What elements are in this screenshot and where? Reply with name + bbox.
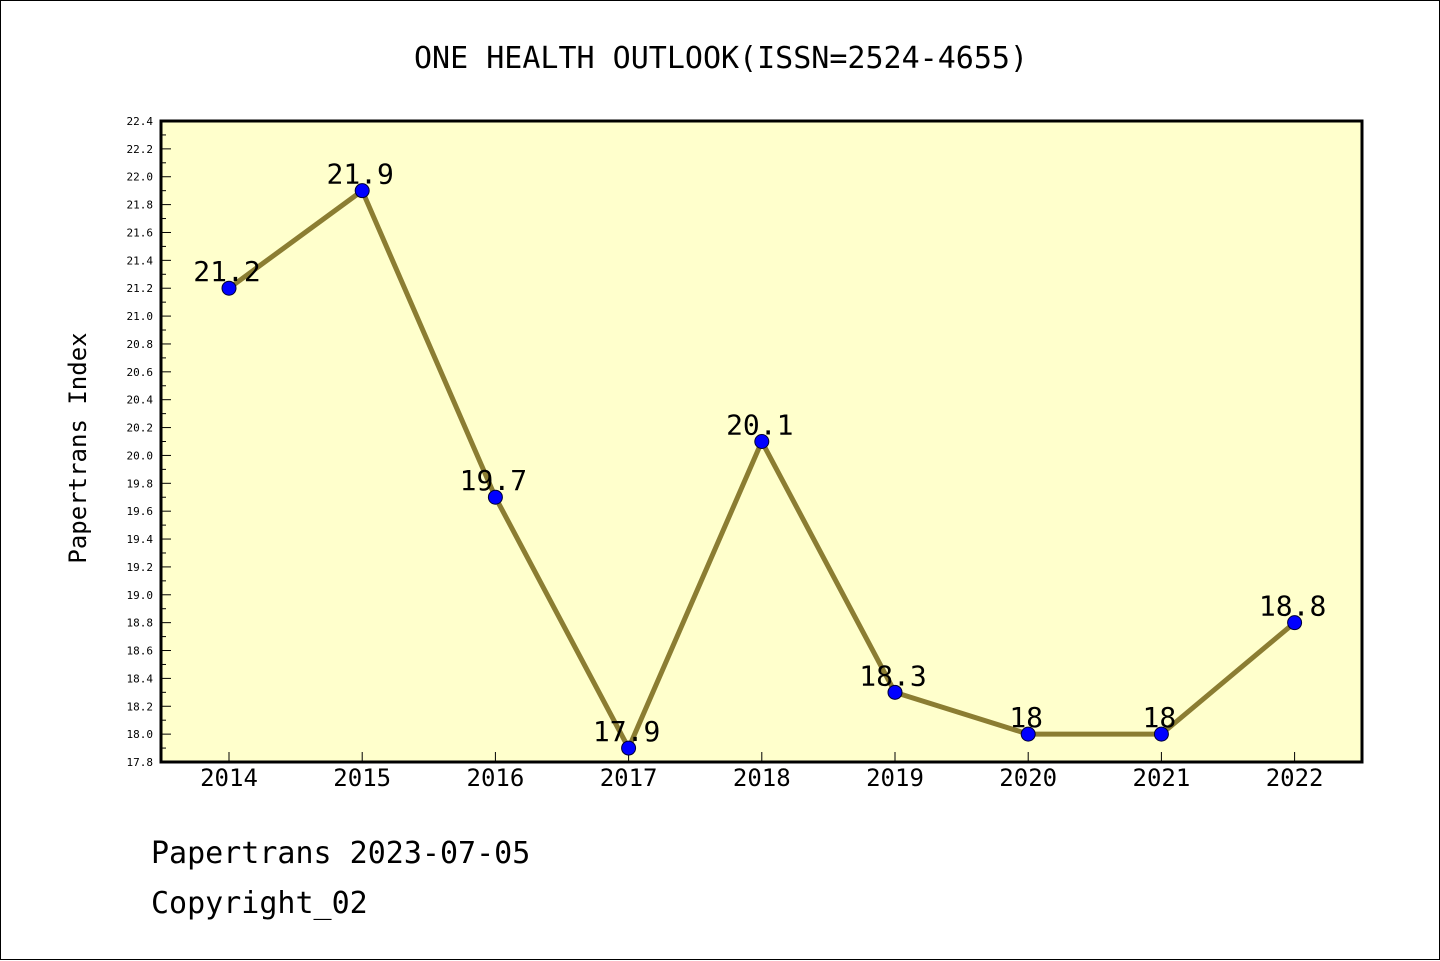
data-label: 18 xyxy=(1143,701,1177,734)
data-label: 18.8 xyxy=(1259,590,1326,623)
x-axis-ticks: 2014 2015 2016 2017 2018 2019 2020 2021 2022 xyxy=(200,752,1323,792)
y-tick-label: 20.0 xyxy=(127,449,154,462)
x-tick-label: 2018 xyxy=(733,764,791,792)
x-tick-label: 2016 xyxy=(467,764,525,792)
y-tick-label: 20.6 xyxy=(127,366,154,379)
plot-border xyxy=(159,119,1364,764)
x-tick-label: 2014 xyxy=(200,764,258,792)
y-tick-label: 18.0 xyxy=(127,728,154,741)
chart-title: ONE HEALTH OUTLOOK(ISSN=2524-4655) xyxy=(414,41,1028,76)
data-point xyxy=(887,684,903,700)
x-tick-label: 2020 xyxy=(999,764,1057,792)
data-label: 21.9 xyxy=(326,158,393,191)
data-label: 18 xyxy=(1009,701,1043,734)
y-tick-label: 22.2 xyxy=(127,143,154,156)
footer-copyright: Copyright_02 xyxy=(151,886,368,921)
data-label: 18.3 xyxy=(859,659,926,692)
y-tick-label: 20.2 xyxy=(127,422,154,435)
data-label: 21.2 xyxy=(193,255,260,288)
y-tick-label: 19.2 xyxy=(127,561,154,574)
y-tick-label: 22.0 xyxy=(127,171,154,184)
y-tick-label: 22.4 xyxy=(127,115,154,128)
data-label: 17.9 xyxy=(593,715,660,748)
footer-date: Papertrans 2023-07-05 xyxy=(151,836,531,871)
y-tick-label: 21.6 xyxy=(127,226,154,239)
y-tick-label: 19.6 xyxy=(127,505,154,518)
data-label: 20.1 xyxy=(726,409,793,442)
y-tick-label: 19.4 xyxy=(127,533,154,546)
y-tick-label: 18.6 xyxy=(127,645,154,658)
x-tick-label: 2017 xyxy=(600,764,658,792)
data-point xyxy=(1020,726,1036,742)
data-point xyxy=(354,183,370,199)
y-tick-label: 19.0 xyxy=(127,589,154,602)
data-point xyxy=(1287,615,1303,631)
y-axis-ticks: 17.8 18.0 18.2 18.4 18.6 18.8 19.0 19.2 19.4 19.6… xyxy=(127,115,171,769)
y-tick-label: 19.8 xyxy=(127,477,154,490)
x-tick-label: 2015 xyxy=(333,764,391,792)
data-point xyxy=(621,740,637,756)
y-tick-label: 18.2 xyxy=(127,700,154,713)
data-label: 19.7 xyxy=(460,464,527,497)
y-tick-label: 20.8 xyxy=(127,338,154,351)
y-tick-label: 18.8 xyxy=(127,617,154,630)
x-tick-label: 2022 xyxy=(1266,764,1324,792)
y-tick-label: 21.0 xyxy=(127,310,154,323)
y-axis-label: Papertrans Index xyxy=(64,332,92,563)
x-tick-label: 2021 xyxy=(1133,764,1191,792)
data-point xyxy=(487,489,503,505)
data-point xyxy=(221,280,237,296)
y-tick-label: 17.8 xyxy=(127,756,154,769)
y-tick-label: 21.4 xyxy=(127,254,154,267)
y-tick-label: 21.2 xyxy=(127,282,154,295)
data-point xyxy=(1153,726,1169,742)
series-group: 21.2 21.9 19.7 17.9 20.1 18.3 18 18 18.8 xyxy=(193,158,1326,756)
y-tick-label: 20.4 xyxy=(127,394,154,407)
x-tick-label: 2019 xyxy=(866,764,924,792)
data-point xyxy=(754,434,770,449)
y-tick-label: 21.8 xyxy=(127,199,154,212)
y-tick-label: 18.4 xyxy=(127,672,154,685)
